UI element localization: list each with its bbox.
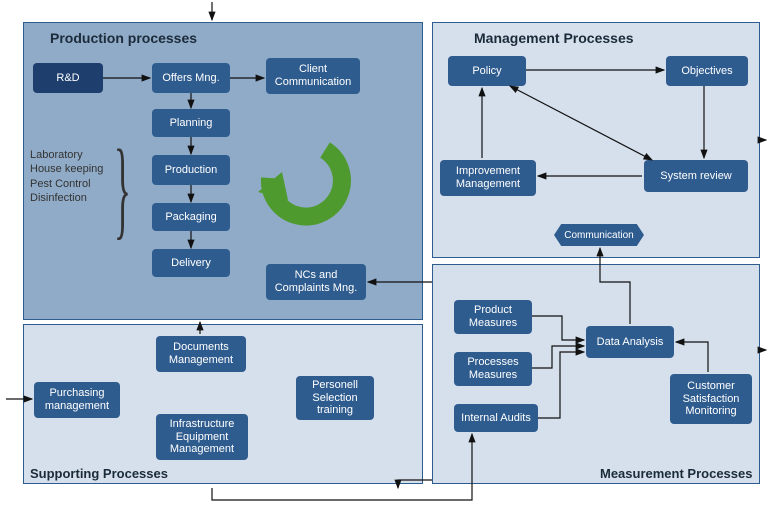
node-personell: Personell Selection training [296,376,374,420]
node-improvement: Improvement Management [440,160,536,196]
node-clientcomm: Client Communication [266,58,360,94]
side-line: House keeping [30,162,103,176]
node-processmeas: Processes Measures [454,352,532,386]
title-measurement: Measurement Processes [600,466,752,481]
node-production: Production [152,155,230,185]
node-planning: Planning [152,109,230,137]
node-sysreview: System review [644,160,748,192]
side-line: Pest Control [30,177,103,191]
node-objectives: Objectives [666,56,748,86]
node-rd: R&D [33,63,103,93]
side-label: Laboratory House keeping Pest Control Di… [30,148,103,205]
node-productmeas: Product Measures [454,300,532,334]
title-supporting: Supporting Processes [30,466,168,481]
side-line: Disinfection [30,191,103,205]
node-custsat: Customer Satisfaction Monitoring [670,374,752,424]
brace-icon: } [114,150,131,227]
node-delivery: Delivery [152,249,230,277]
node-infra: Infrastructure Equipment Management [156,414,248,460]
node-dataanalysis: Data Analysis [586,326,674,358]
node-packaging: Packaging [152,203,230,231]
node-communication: Communication [554,224,644,246]
node-offers: Offers Mng. [152,63,230,93]
node-purchasing: Purchasing management [34,382,120,418]
node-internalaud: Internal Audits [454,404,538,432]
node-documents: Documents Management [156,336,246,372]
side-line: Laboratory [30,148,103,162]
node-policy: Policy [448,56,526,86]
title-management: Management Processes [474,30,634,46]
title-production: Production processes [50,30,197,46]
node-ncs: NCs and Complaints Mng. [266,264,366,300]
